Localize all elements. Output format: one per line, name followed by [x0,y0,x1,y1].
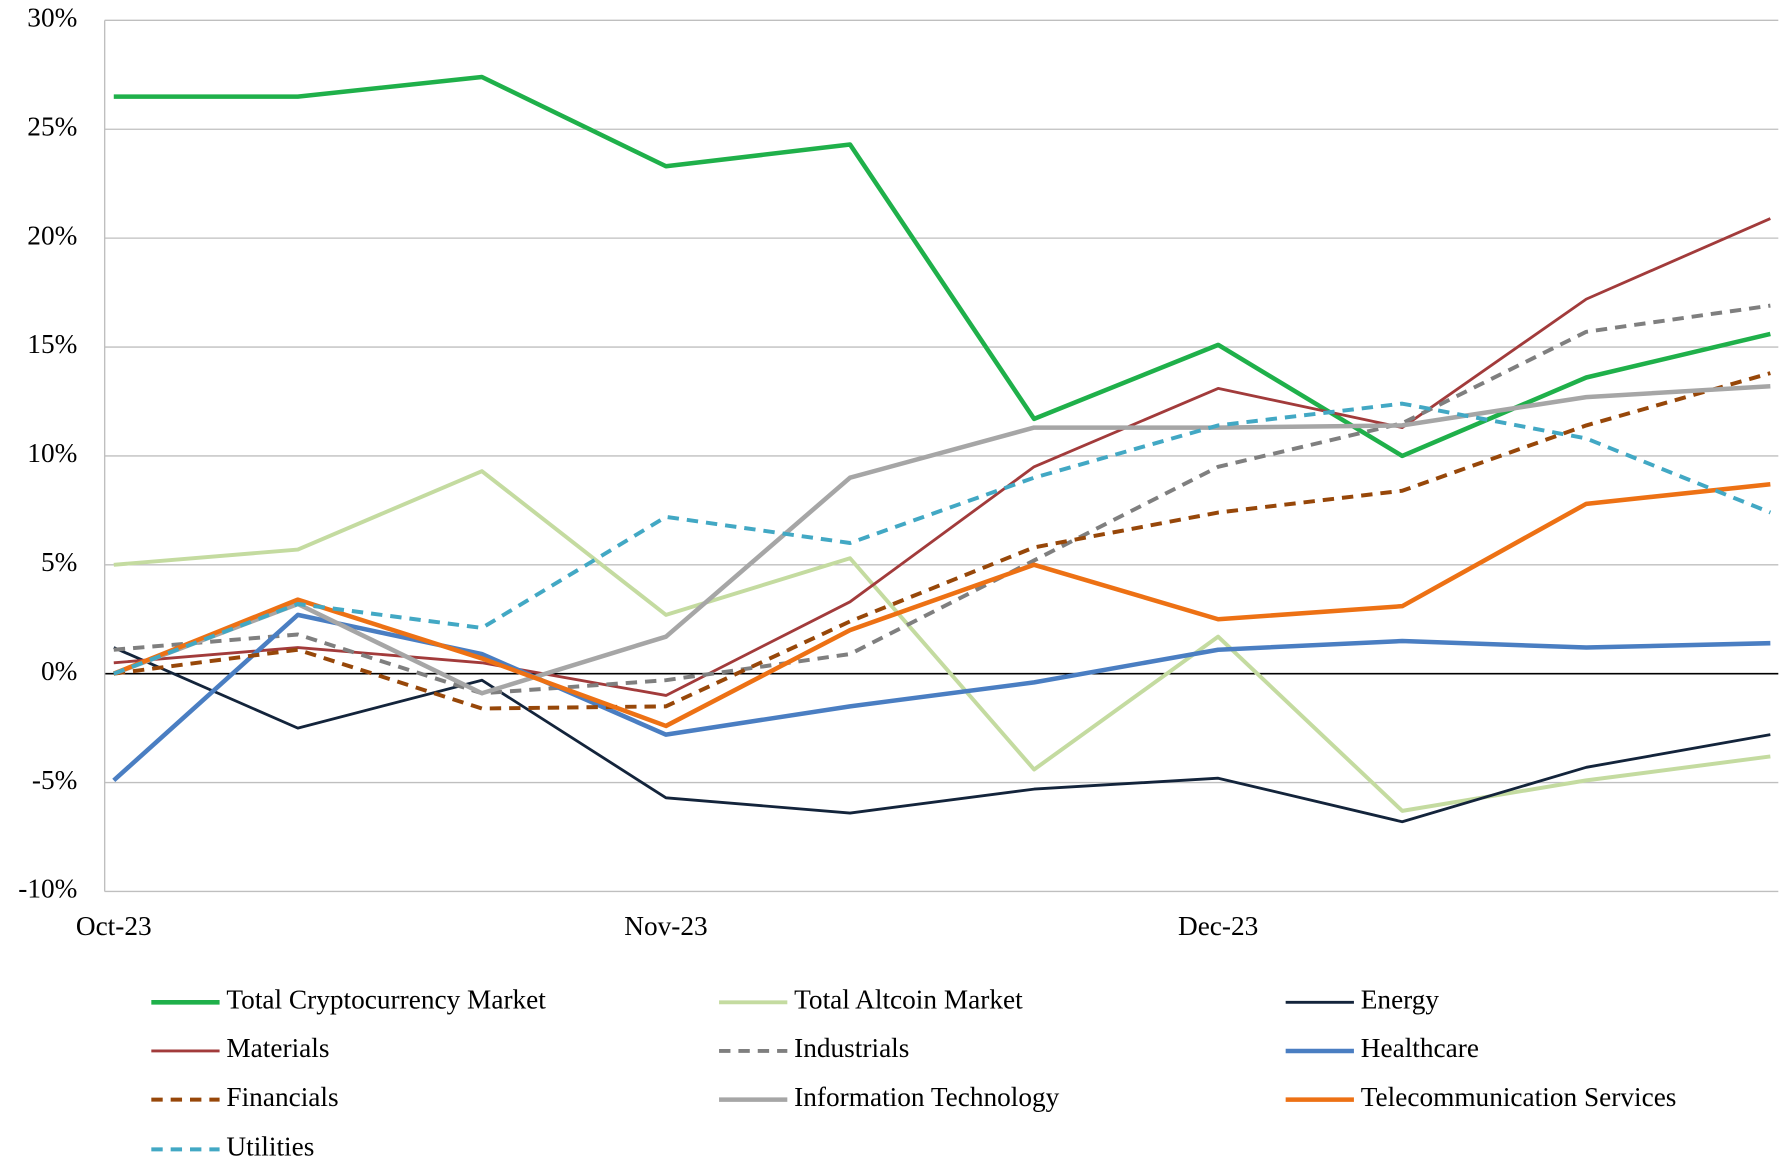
y-tick-label: -5% [32,765,77,795]
y-tick-label: 25% [27,112,77,142]
legend-label: Telecommunication Services [1361,1082,1677,1112]
series-line [113,74,1771,459]
series-line [113,401,1772,676]
y-tick-label: 0% [41,656,77,686]
series-line [113,469,1771,813]
y-tick-label: 10% [27,438,77,468]
legend-label: Energy [1361,985,1440,1015]
legend-label: Utilities [226,1132,314,1162]
y-tick-label: 15% [27,329,77,359]
legend-label: Total Altcoin Market [794,985,1023,1015]
legend-label: Industrials [794,1033,909,1063]
series-line [113,646,1771,824]
series-line [112,383,1771,696]
legend-label: Materials [226,1033,329,1063]
legend-label: Financials [226,1082,338,1112]
series-line [113,371,1771,711]
series-line [113,217,1771,697]
series-line [113,303,1771,696]
y-tick-label: -10% [18,874,77,904]
legend-label: Total Cryptocurrency Market [226,985,546,1015]
series-line [112,612,1771,783]
series-line [112,481,1771,729]
y-tick-label: 30% [27,3,77,33]
x-tick-label: Oct-23 [76,911,152,941]
y-tick-label: 20% [27,220,77,250]
x-tick-label: Dec-23 [1178,911,1258,941]
legend-label: Information Technology [794,1082,1060,1112]
y-tick-label: 5% [41,547,77,577]
legend-label: Healthcare [1361,1033,1479,1063]
x-tick-label: Nov-23 [624,911,707,941]
